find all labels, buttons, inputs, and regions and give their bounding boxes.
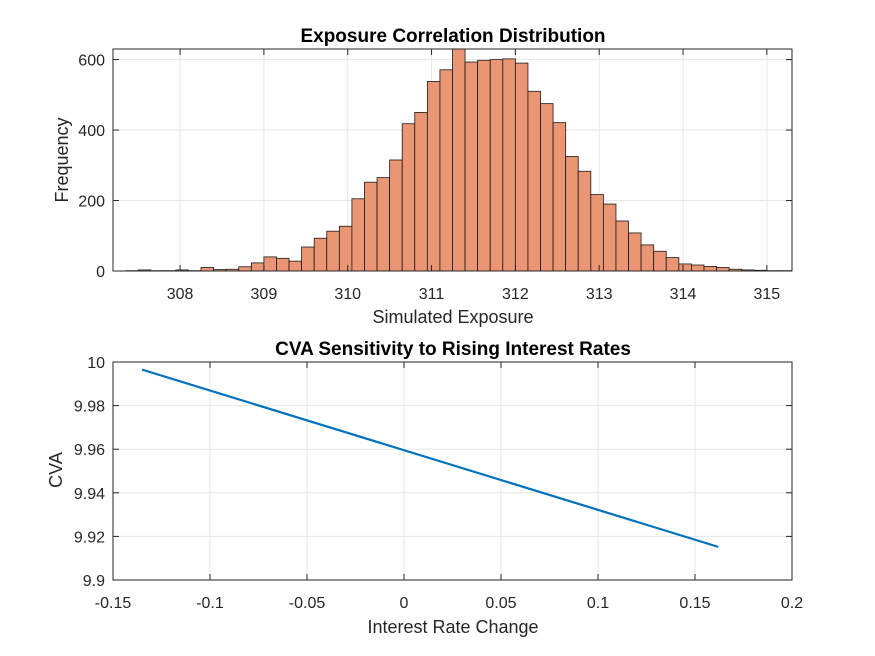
histogram-bar bbox=[326, 230, 340, 272]
cva-y-ticks: 9.9 9.92 9.94 9.96 9.98 10 bbox=[74, 355, 792, 590]
histogram-bar bbox=[640, 244, 655, 272]
histogram-x-tick-label: 314 bbox=[670, 286, 697, 303]
histogram-bar bbox=[250, 262, 265, 272]
histogram-y-tick-label: 600 bbox=[78, 53, 105, 70]
histogram-y-ticks: 0 200 400 600 bbox=[78, 53, 792, 281]
cva-title: CVA Sensitivity to Rising Interest Rates bbox=[275, 339, 631, 360]
histogram-x-tick-label: 313 bbox=[586, 286, 613, 303]
cva-y-tick-label: 10 bbox=[87, 355, 105, 372]
histogram-bar bbox=[364, 181, 378, 272]
histogram-bar bbox=[527, 90, 541, 272]
histogram-bar bbox=[565, 156, 579, 272]
cva-y-axis-label: CVA bbox=[46, 452, 66, 488]
histogram-bar bbox=[514, 62, 529, 272]
histogram-y-tick-label: 0 bbox=[96, 264, 105, 281]
histogram-bar bbox=[615, 220, 629, 272]
cva-x-tick-label: 0.1 bbox=[587, 595, 609, 612]
histogram-bar bbox=[590, 194, 604, 272]
cva-y-tick-label: 9.92 bbox=[74, 529, 105, 546]
histogram-title: Exposure Correlation Distribution bbox=[300, 26, 605, 47]
histogram-x-tick-label: 309 bbox=[251, 286, 278, 303]
histogram-bar bbox=[577, 170, 592, 272]
cva-y-tick-label: 9.96 bbox=[74, 442, 105, 459]
cva-x-tick-label: -0.05 bbox=[289, 595, 326, 612]
histogram-bar bbox=[678, 263, 692, 272]
cva-y-tick-label: 9.94 bbox=[74, 486, 105, 503]
histogram-bar bbox=[452, 48, 466, 272]
cva-y-tick-label: 9.9 bbox=[83, 573, 105, 590]
histogram-axes-frame bbox=[112, 48, 793, 272]
cva-x-tick-label: -0.15 bbox=[95, 595, 132, 612]
histogram-bar bbox=[665, 257, 680, 272]
histogram-bar bbox=[602, 203, 617, 272]
histogram-bar bbox=[653, 250, 667, 272]
histogram-chart: 308 309 310 311 312 313 314 315 0 200 400 600 Expo… bbox=[52, 26, 793, 327]
histogram-bar bbox=[477, 59, 491, 272]
histogram-bar bbox=[263, 256, 277, 272]
cva-series-line bbox=[141, 368, 719, 548]
histogram-y-tick-label: 400 bbox=[78, 123, 105, 140]
histogram-x-tick-label: 311 bbox=[419, 286, 445, 303]
histogram-bar bbox=[301, 246, 315, 272]
histogram-bars bbox=[125, 48, 793, 272]
cva-x-tick-label: 0.15 bbox=[679, 595, 710, 612]
cva-x-tick-label: 0.2 bbox=[781, 595, 803, 612]
histogram-bar bbox=[376, 177, 391, 272]
histogram-x-tick-label: 308 bbox=[167, 286, 194, 303]
histogram-bar bbox=[238, 266, 252, 272]
histogram-bar bbox=[389, 159, 403, 272]
cva-grid bbox=[112, 361, 793, 581]
histogram-bar bbox=[464, 61, 479, 272]
histogram-x-axis-label: Simulated Exposure bbox=[372, 307, 533, 327]
histogram-bar bbox=[414, 112, 428, 272]
histogram-bar bbox=[540, 103, 554, 272]
histogram-bar bbox=[426, 81, 441, 272]
histogram-bar bbox=[552, 122, 567, 272]
histogram-bar bbox=[351, 198, 365, 272]
histogram-bar bbox=[489, 59, 504, 272]
histogram-x-tick-label: 310 bbox=[334, 286, 361, 303]
histogram-bar bbox=[288, 260, 303, 272]
histogram-y-axis-label: Frequency bbox=[52, 117, 72, 202]
histogram-bar bbox=[628, 232, 642, 272]
histogram-bar bbox=[401, 123, 416, 272]
histogram-bar bbox=[703, 266, 717, 272]
histogram-bar bbox=[313, 237, 328, 272]
cva-x-axis-label: Interest Rate Change bbox=[367, 617, 538, 637]
histogram-bar bbox=[439, 69, 453, 272]
histogram-x-tick-label: 312 bbox=[502, 286, 529, 303]
cva-line-chart: -0.15 -0.1 -0.05 0 0.05 0.1 0.15 0.2 9.99.929.9… bbox=[46, 339, 803, 637]
cva-axes-frame bbox=[112, 361, 793, 581]
histogram-bar bbox=[276, 257, 290, 272]
cva-x-ticks: -0.15 -0.1 -0.05 0 0.05 0.1 0.15 0.2 bbox=[95, 362, 803, 612]
histogram-bar bbox=[502, 58, 516, 272]
cva-x-tick-label: 0 bbox=[400, 595, 409, 612]
histogram-bar bbox=[200, 267, 214, 272]
cva-x-tick-label: -0.1 bbox=[196, 595, 224, 612]
cva-y-tick-label: 9.98 bbox=[74, 399, 105, 416]
histogram-x-ticks: 308 309 310 311 312 313 314 315 bbox=[167, 49, 781, 303]
histogram-bar bbox=[338, 225, 353, 272]
histogram-x-tick-label: 315 bbox=[754, 286, 781, 303]
histogram-bar bbox=[716, 267, 730, 272]
cva-x-tick-label: 0.05 bbox=[485, 595, 516, 612]
histogram-bar bbox=[691, 264, 705, 272]
histogram-y-tick-label: 200 bbox=[78, 194, 105, 211]
